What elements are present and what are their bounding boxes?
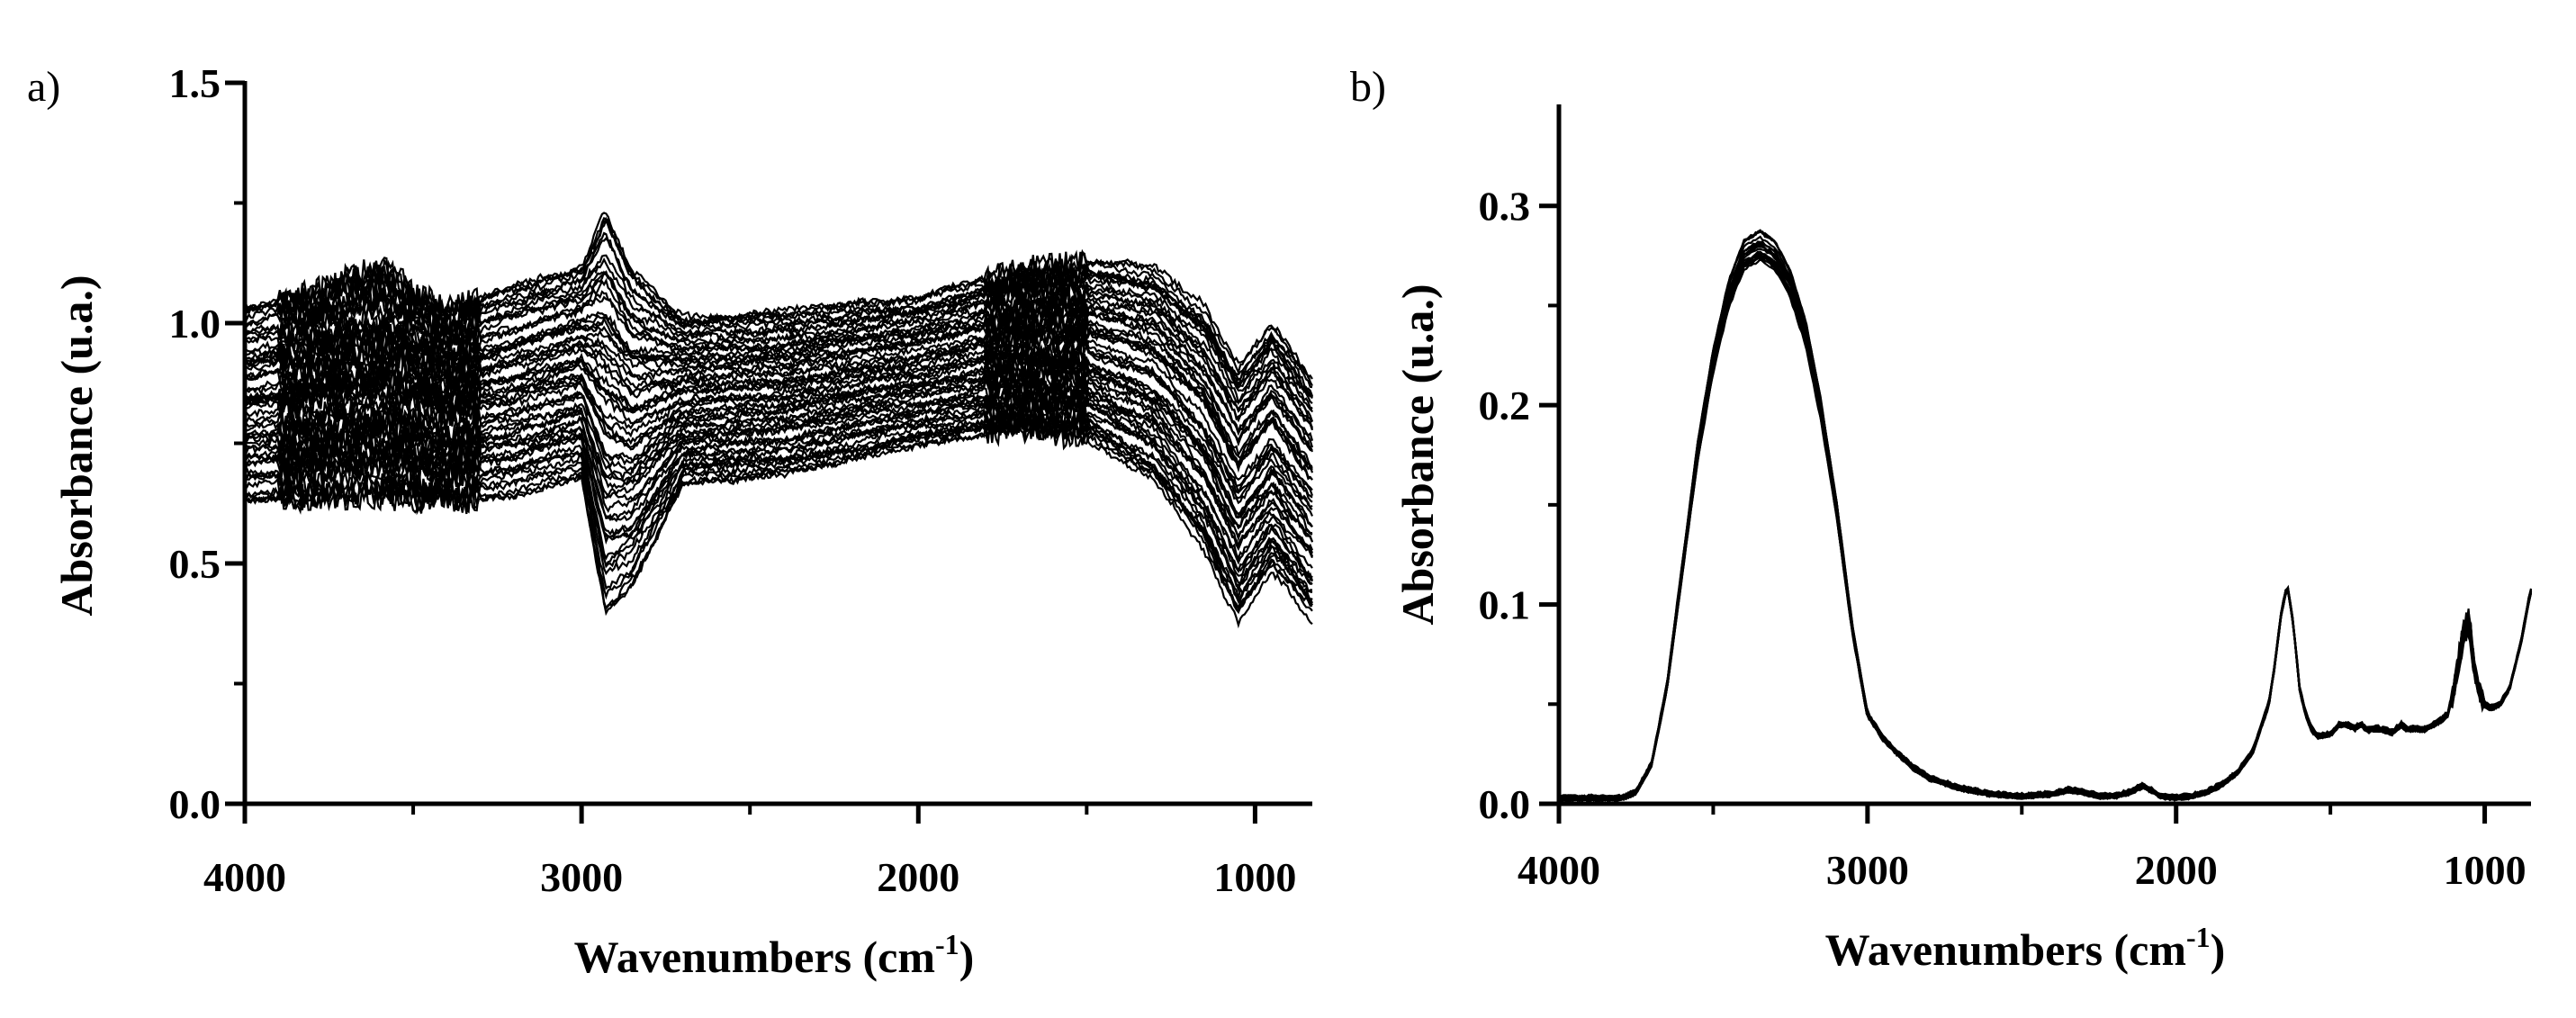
panel-b-spectrum-line: [1558, 230, 2533, 800]
panel-a-spectrum-line: [244, 388, 1313, 582]
panel-b-x-tick-label: 4000: [1518, 847, 1600, 893]
panel-b-spectrum-line: [1558, 256, 2533, 802]
panel-a-plot-area: [243, 212, 1314, 629]
panel-a-spectrum-line: [244, 274, 1313, 411]
panel-a-x-tick-label: 2000: [877, 854, 959, 900]
panel-b-spectrum-line: [1558, 246, 2533, 801]
panel-a-spectrum-line: [245, 219, 1313, 389]
panel-a-y-tick-label: 0.0: [169, 781, 221, 827]
panel-a-spectrum-line: [244, 409, 1313, 607]
panel-a-spectrum-line: [244, 348, 1313, 510]
panel-a-spectrum-line: [244, 212, 1313, 387]
panel-a-y-tick-label: 0.5: [169, 541, 221, 587]
panel-a-x-tick-label: 3000: [540, 854, 623, 900]
panel-a-x-tick-label: 4000: [203, 854, 286, 900]
panel-b-x-axis-title: Wavenumbers (cm-1): [1825, 921, 2226, 975]
panel-b-spectrum-line: [1559, 252, 2533, 801]
panel-a-spectrum-line: [244, 372, 1314, 559]
panel-a-spectrum-line: [244, 303, 1313, 452]
panel-b-x-tick-label: 2000: [2135, 847, 2218, 893]
panel-b-spectrum-line: [1558, 253, 2533, 802]
panel-b-spectrum-line: [1558, 248, 2533, 801]
panel-a-spectrum-line: [244, 414, 1313, 611]
panel-a-spectrum-line: [244, 364, 1313, 543]
panel-b-axes: 4000 3000 2000 1000 0.0 0.1 0.2 0.3: [1479, 104, 2531, 893]
panel-b-y-tick-label: 0.1: [1479, 582, 1531, 628]
panel-b-y-tick-label: 0.3: [1479, 184, 1531, 230]
panel-b-spectrum-line: [1558, 254, 2533, 800]
panel-b-plot-area: [1558, 229, 2533, 803]
panel-a-spectrum-line: [244, 327, 1313, 491]
panel-a-spectrum-line: [244, 299, 1314, 453]
panel-b-spectrum-line: [1558, 230, 2533, 802]
panel-b-spectrum-line: [1558, 250, 2533, 802]
panel-b-spectrum-line: [1558, 254, 2533, 803]
panel-a-y-tick-label: 1.5: [169, 60, 221, 106]
panel-b-spectrum-line: [1558, 235, 2533, 802]
panel-b-spectrum-line: [1558, 257, 2533, 799]
panel-a-y-tick-label: 1.0: [169, 301, 221, 347]
panel-a-spectrum-line: [244, 340, 1314, 497]
panel-b-spectrum-line: [1558, 253, 2533, 799]
panel-b-spectrum-line: [1558, 241, 2533, 803]
panel-a-x-tick-label: 1000: [1213, 854, 1296, 900]
panel-b-spectrum-line: [1558, 229, 2533, 802]
panel-a-spectrum-line: [244, 216, 1313, 380]
panel-a-x-axis-title: Wavenumbers (cm-1): [574, 928, 975, 982]
panel-b-spectrum-line: [1558, 244, 2533, 802]
panel-b-y-axis-title: Absorbance (u.a.): [1392, 284, 1443, 625]
panel-a-label: a): [27, 63, 60, 111]
panel-b-spectrum-line: [1558, 240, 2533, 799]
panel-b-spectrum-line: [1558, 230, 2533, 803]
panel-a-y-axis-title: Absorbance (u.a.): [51, 275, 102, 616]
panel-a-spectrum-line: [244, 319, 1314, 473]
panel-a: a) 4000 3000 2000 1000 0.0 0.5 1.0 1.5 Wavenumb…: [27, 60, 1314, 982]
panel-b-label: b): [1350, 63, 1386, 111]
panel-b-x-tick-label: 3000: [1826, 847, 1909, 893]
panel-b: b) 4000 3000 2000 1000 0.0 0.1 0.2 0.3 Wavenumb…: [1350, 63, 2533, 975]
panel-b-spectrum-line: [1558, 241, 2533, 800]
panel-b-spectrum-line: [1558, 257, 2533, 800]
panel-a-spectrum-line: [243, 216, 1313, 398]
panel-a-axes: 4000 3000 2000 1000 0.0 0.5 1.0 1.5: [169, 60, 1312, 900]
panel-b-y-tick-label: 0.0: [1479, 781, 1531, 827]
panel-b-y-tick-label: 0.2: [1479, 383, 1531, 428]
panel-b-x-tick-label: 1000: [2444, 847, 2526, 893]
